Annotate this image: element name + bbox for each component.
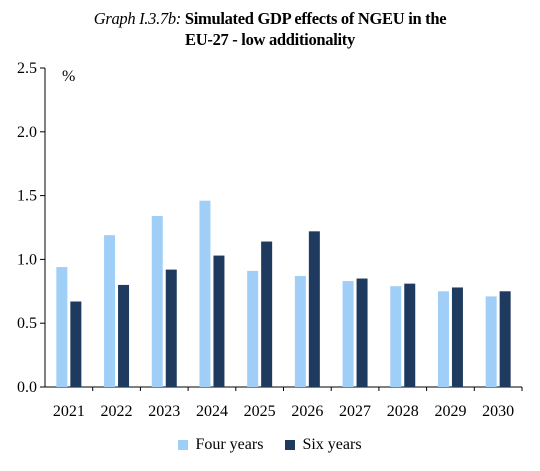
x-tick-label: 2026: [291, 403, 323, 420]
bar-four-years-2025: [247, 270, 259, 387]
bar-four-years-2029: [437, 291, 449, 387]
x-tick-label: 2029: [434, 403, 466, 420]
bar-four-years-2021: [56, 267, 68, 387]
y-tick-label: 0.0: [17, 379, 37, 396]
y-tick-label: 1.0: [17, 251, 37, 268]
bar-four-years-2022: [104, 235, 116, 387]
bar-four-years-2023: [151, 216, 163, 387]
legend-item-six-years: Six years: [285, 436, 362, 454]
x-tick-label: 2025: [244, 403, 276, 420]
bar-four-years-2030: [485, 296, 497, 387]
bar-six-years-2029: [451, 287, 463, 387]
bar-six-years-2021: [70, 301, 82, 387]
x-tick-label: 2028: [387, 403, 419, 420]
x-tick-label: 2023: [148, 403, 180, 420]
bar-four-years-2026: [294, 275, 306, 387]
bar-six-years-2027: [356, 278, 368, 387]
bar-six-years-2030: [499, 291, 511, 387]
y-tick-label: 2.5: [17, 60, 37, 77]
y-axis-unit-label: %: [62, 68, 75, 85]
chart-title: Graph I.3.7b: Simulated GDP effects of N…: [0, 8, 540, 50]
bar-six-years-2023: [165, 269, 177, 387]
x-tick-label: 2027: [339, 403, 371, 420]
y-tick-label: 1.5: [17, 188, 37, 205]
x-tick-label: 2021: [53, 403, 85, 420]
legend-label-six-years: Six years: [302, 436, 362, 453]
x-tick-label: 2024: [196, 403, 228, 420]
bar-six-years-2024: [213, 255, 225, 387]
legend-label-four-years: Four years: [195, 436, 264, 453]
legend: Four years Six years: [0, 436, 540, 454]
bar-four-years-2024: [199, 200, 211, 387]
bar-four-years-2028: [390, 286, 402, 387]
y-tick-label: 0.5: [17, 315, 37, 332]
legend-swatch-six-years: [285, 440, 296, 450]
bar-six-years-2028: [404, 283, 416, 387]
x-tick-label: 2022: [101, 403, 133, 420]
bar-six-years-2026: [308, 231, 320, 387]
bar-six-years-2025: [261, 241, 273, 387]
bar-six-years-2022: [118, 284, 130, 387]
x-tick-label: 2030: [482, 403, 514, 420]
legend-swatch-four-years: [178, 440, 189, 450]
title-label: Graph I.3.7b:: [93, 9, 182, 28]
title-line-1: Simulated GDP effects of NGEU in the: [184, 9, 447, 28]
bar-four-years-2027: [342, 281, 354, 387]
y-tick-label: 2.0: [17, 124, 37, 141]
legend-item-four-years: Four years: [178, 436, 263, 454]
title-line-2: EU-27 - low additionality: [185, 30, 355, 49]
